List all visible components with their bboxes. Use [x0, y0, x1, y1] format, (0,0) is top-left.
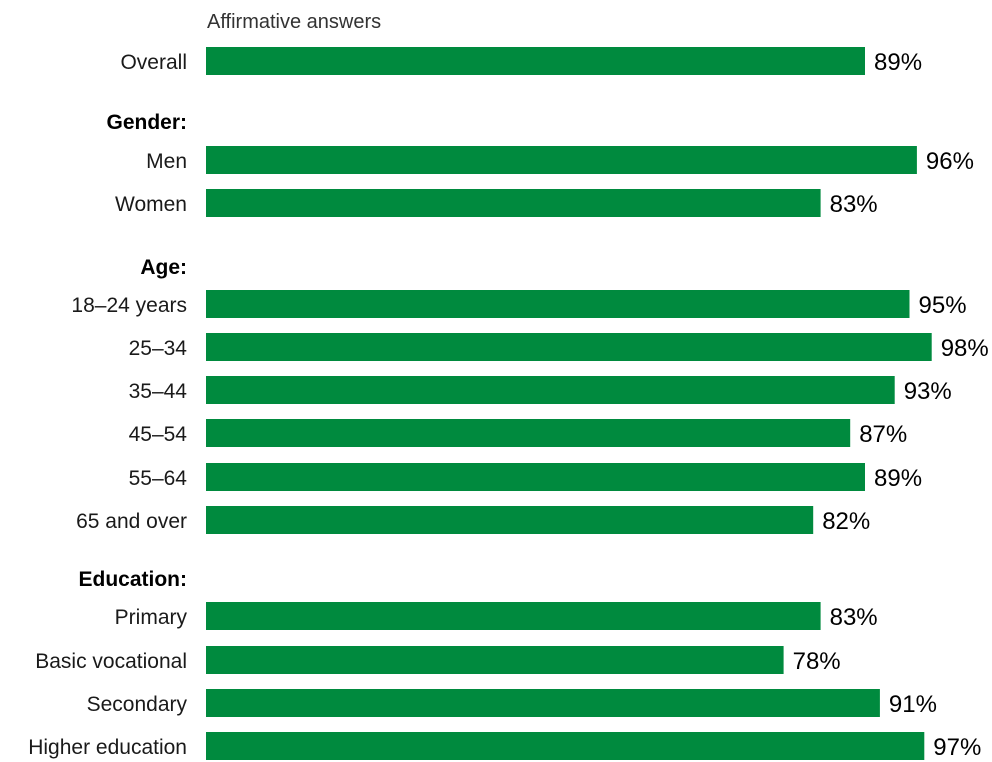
category-label: Secondary [87, 693, 188, 716]
chart-rows: Overall 89% Gender: Men 96% Women 83% Age: 18–24… [28, 47, 989, 761]
bar [206, 290, 910, 318]
category-label: Overall [120, 51, 187, 74]
category-label: 18–24 years [71, 294, 187, 317]
category-label: 25–34 [129, 337, 188, 360]
category-label: Higher education [28, 736, 187, 759]
data-label: 96% [926, 148, 974, 175]
bar [206, 47, 865, 75]
data-label: 89% [874, 465, 922, 492]
data-label: 91% [889, 691, 937, 718]
bar [206, 146, 917, 174]
bar [206, 463, 865, 491]
bar [206, 732, 925, 760]
category-label: Men [146, 150, 187, 173]
data-label: 78% [793, 648, 841, 675]
data-label: 95% [919, 292, 967, 319]
chart-subtitle: Affirmative answers [207, 11, 381, 33]
bar [206, 333, 932, 361]
bar [206, 189, 821, 217]
data-label: 83% [830, 604, 878, 631]
bar [206, 376, 895, 404]
group-header: Gender: [106, 111, 187, 134]
bar [206, 602, 821, 630]
data-label: 82% [822, 508, 870, 535]
bar [206, 689, 880, 717]
group-header: Age: [140, 256, 187, 279]
category-label: Women [115, 193, 187, 216]
data-label: 89% [874, 49, 922, 76]
data-label: 87% [859, 421, 907, 448]
category-label: 45–54 [129, 423, 188, 446]
category-label: Basic vocational [35, 650, 187, 673]
bar [206, 646, 784, 674]
bar [206, 419, 851, 447]
group-header: Education: [79, 568, 188, 591]
bar [206, 506, 814, 534]
category-label: Primary [115, 606, 188, 629]
category-label: 35–44 [129, 380, 188, 403]
category-label: 65 and over [76, 510, 187, 533]
data-label: 93% [904, 378, 952, 405]
category-label: 55–64 [129, 467, 188, 490]
data-label: 97% [933, 734, 981, 761]
data-label: 83% [830, 191, 878, 218]
data-label: 98% [941, 335, 989, 362]
